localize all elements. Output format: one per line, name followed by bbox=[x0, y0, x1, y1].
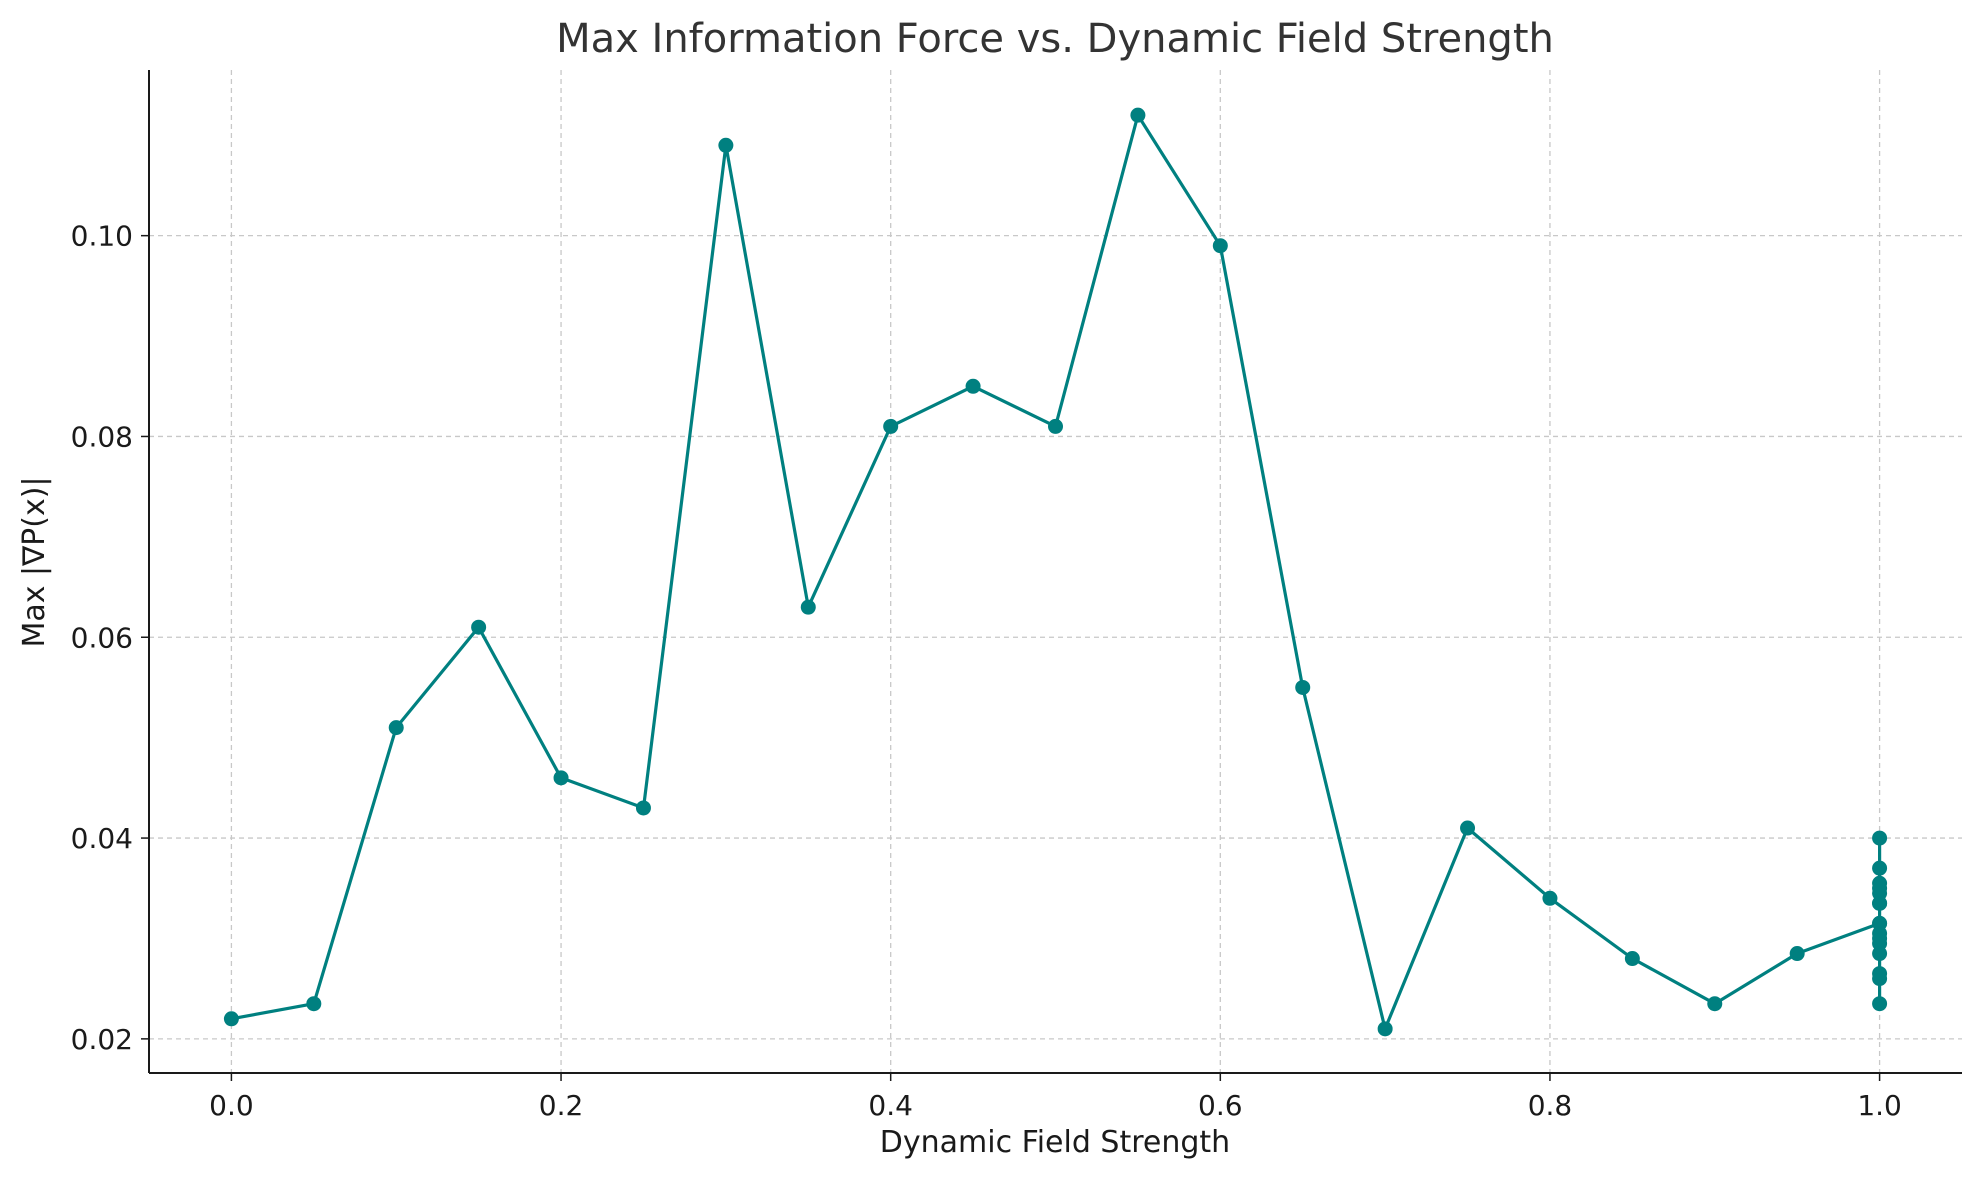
x-tick-label: 1.0 bbox=[1857, 1089, 1902, 1122]
y-tick-label: 0.06 bbox=[71, 621, 133, 654]
data-point bbox=[718, 137, 734, 153]
data-point bbox=[223, 1011, 239, 1027]
axes bbox=[148, 70, 1962, 1074]
data-point bbox=[1872, 971, 1888, 987]
chart-title: Max Information Force vs. Dynamic Field … bbox=[556, 16, 1554, 62]
data-point bbox=[635, 800, 651, 816]
data-point bbox=[553, 770, 569, 786]
data-point bbox=[883, 418, 899, 434]
data-point bbox=[965, 378, 981, 394]
data-point bbox=[1048, 418, 1063, 434]
data-point bbox=[800, 599, 816, 615]
data-point bbox=[471, 619, 487, 635]
data-point bbox=[1872, 895, 1888, 911]
y-tick-label: 0.10 bbox=[71, 220, 133, 253]
x-axis-ticks: 0.0 0.2 0.4 0.6 0.8 1.0 bbox=[209, 1073, 1902, 1122]
data-point bbox=[1130, 107, 1146, 123]
x-tick-label: 0.0 bbox=[209, 1089, 254, 1122]
x-axis-title: Dynamic Field Strength bbox=[880, 1125, 1230, 1160]
data-point bbox=[1624, 951, 1640, 967]
data-point bbox=[1542, 890, 1558, 906]
data-point bbox=[1872, 915, 1888, 931]
y-axis-title: Max |∇P(x)| bbox=[17, 476, 52, 647]
data-point bbox=[1872, 860, 1888, 876]
data-point bbox=[388, 720, 404, 736]
x-tick-label: 0.6 bbox=[1198, 1089, 1243, 1122]
data-point bbox=[1377, 1021, 1393, 1037]
data-point bbox=[1212, 238, 1228, 254]
data-point bbox=[1707, 996, 1723, 1012]
data-point bbox=[1789, 946, 1805, 962]
x-tick-label: 0.8 bbox=[1528, 1089, 1573, 1122]
data-point bbox=[1295, 679, 1311, 695]
data-point bbox=[1872, 996, 1888, 1012]
data-point bbox=[306, 996, 322, 1012]
series-line bbox=[231, 113, 1882, 1031]
y-axis-ticks: 0.02 0.04 0.06 0.08 0.10 bbox=[71, 220, 149, 1056]
y-tick-label: 0.02 bbox=[71, 1023, 133, 1056]
y-tick-label: 0.08 bbox=[71, 420, 133, 453]
x-tick-label: 0.4 bbox=[868, 1089, 913, 1122]
data-point bbox=[1872, 935, 1888, 951]
data-point bbox=[1872, 830, 1888, 846]
series-group bbox=[223, 107, 1888, 1037]
y-tick-label: 0.04 bbox=[71, 822, 133, 855]
data-point bbox=[1460, 820, 1476, 836]
grid-lines bbox=[149, 70, 1962, 1073]
x-tick-label: 0.2 bbox=[539, 1089, 584, 1122]
